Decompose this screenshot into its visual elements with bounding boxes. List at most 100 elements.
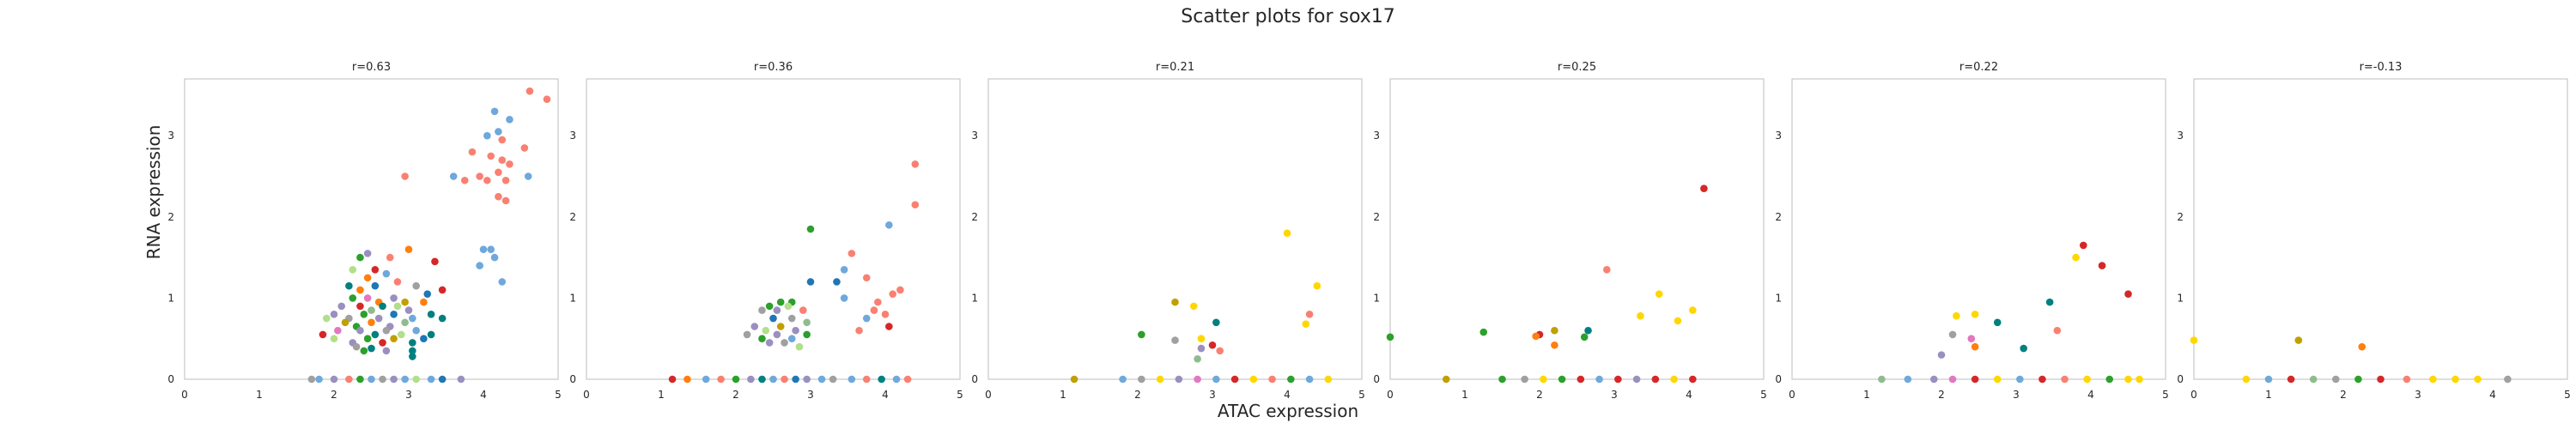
- data-point: [878, 375, 885, 384]
- data-point: [2053, 326, 2062, 335]
- data-point: [889, 290, 896, 298]
- y-tick-label: 1: [1775, 292, 1782, 304]
- data-point: [848, 250, 856, 257]
- data-point: [1212, 318, 1220, 327]
- data-point: [520, 144, 529, 152]
- data-point: [1937, 351, 1946, 359]
- data-point: [345, 281, 353, 290]
- data-point: [2124, 290, 2132, 298]
- data-point: [1442, 375, 1450, 384]
- data-point: [1651, 375, 1660, 384]
- data-point: [371, 330, 380, 339]
- data-point: [490, 107, 499, 116]
- x-tick-label: 1: [1060, 389, 1066, 401]
- y-tick-label: 2: [1373, 211, 1380, 223]
- x-tick-label: 5: [2564, 389, 2571, 401]
- data-point: [758, 335, 766, 343]
- data-point: [2332, 375, 2340, 384]
- y-tick-label: 0: [2177, 373, 2184, 385]
- data-point: [1212, 375, 1220, 384]
- x-tick-label: 2: [2340, 389, 2347, 401]
- data-point: [803, 318, 811, 327]
- data-point: [401, 318, 409, 327]
- data-point: [356, 302, 364, 311]
- plot-frame: [1791, 78, 2166, 380]
- y-tick-label: 2: [971, 211, 978, 223]
- scatter-panel-1: r=0.63 0 1 2 3 4 5 0 1 2 3: [167, 61, 561, 401]
- x-tick-label: 4: [1284, 389, 1291, 401]
- figure-title: Scatter plots for sox17: [1181, 6, 1395, 27]
- data-point: [1614, 375, 1622, 384]
- y-tick-label: 3: [971, 130, 978, 142]
- panel-title: r=0.21: [1156, 61, 1194, 74]
- x-axis-label: ATAC expression: [1218, 401, 1358, 421]
- y-tick-label: 1: [2177, 292, 2184, 304]
- data-point: [2504, 375, 2512, 384]
- data-point: [803, 375, 811, 384]
- data-point: [1603, 265, 1611, 274]
- y-axis-label: RNA expression: [143, 125, 164, 260]
- data-point: [874, 298, 882, 306]
- panel-title: r=0.22: [1959, 61, 1998, 74]
- y-tick-label: 0: [1775, 373, 1782, 385]
- data-point: [524, 172, 532, 180]
- data-point: [431, 257, 439, 266]
- data-point: [792, 326, 799, 335]
- data-point: [382, 269, 391, 278]
- data-point: [495, 192, 502, 201]
- data-point: [457, 375, 465, 384]
- data-point: [799, 306, 807, 314]
- data-point: [2020, 344, 2027, 353]
- data-point: [506, 160, 513, 168]
- data-point: [307, 375, 316, 384]
- data-point: [371, 265, 380, 274]
- data-point: [404, 245, 413, 253]
- data-point: [334, 326, 342, 335]
- data-point: [401, 298, 409, 306]
- panel-title: r=0.63: [352, 61, 391, 74]
- x-tick-label: 5: [555, 389, 562, 401]
- scatter-panel-5: r=0.22 0 1 2 3 4 5 0 1 2 3: [1775, 61, 2168, 401]
- x-tick-label: 5: [2162, 389, 2169, 401]
- data-point: [848, 375, 856, 384]
- y-tick-label: 2: [1775, 211, 1782, 223]
- data-point: [352, 342, 361, 351]
- data-point: [1948, 375, 1957, 384]
- data-point: [1197, 344, 1206, 353]
- data-point: [427, 311, 435, 318]
- x-tick-label: 2: [1536, 389, 1543, 401]
- data-point: [2045, 298, 2054, 306]
- data-point: [1689, 306, 1697, 314]
- data-point: [2016, 375, 2024, 384]
- data-point: [460, 176, 469, 184]
- data-point: [382, 326, 391, 335]
- data-point: [495, 168, 502, 177]
- data-point: [769, 375, 777, 384]
- data-point: [1194, 375, 1201, 384]
- data-point: [468, 148, 477, 156]
- data-point: [1878, 375, 1886, 384]
- data-point: [1551, 341, 1558, 349]
- data-point: [885, 221, 893, 229]
- data-point: [341, 318, 349, 327]
- x-tick-label: 1: [256, 389, 263, 401]
- y-tick-label: 3: [569, 130, 576, 142]
- data-point: [1194, 355, 1201, 363]
- scatter-panel-6: r=-0.13 0 1 2 3 4 5 0 1 2 3: [2177, 61, 2570, 401]
- data-point: [1700, 184, 1708, 193]
- data-point: [379, 302, 386, 311]
- data-point: [374, 314, 383, 323]
- data-point: [487, 152, 495, 160]
- data-point: [393, 278, 402, 286]
- data-point: [870, 306, 878, 314]
- panel-title: r=-0.13: [2360, 61, 2403, 74]
- panel-title: r=0.25: [1558, 61, 1596, 74]
- data-point: [363, 274, 372, 282]
- data-point: [390, 294, 398, 302]
- data-point: [1268, 375, 1276, 384]
- y-tick-label: 2: [569, 211, 576, 223]
- data-point: [1580, 333, 1589, 341]
- data-point: [363, 250, 372, 257]
- y-tick-label: 0: [1373, 373, 1380, 385]
- data-point: [483, 131, 491, 140]
